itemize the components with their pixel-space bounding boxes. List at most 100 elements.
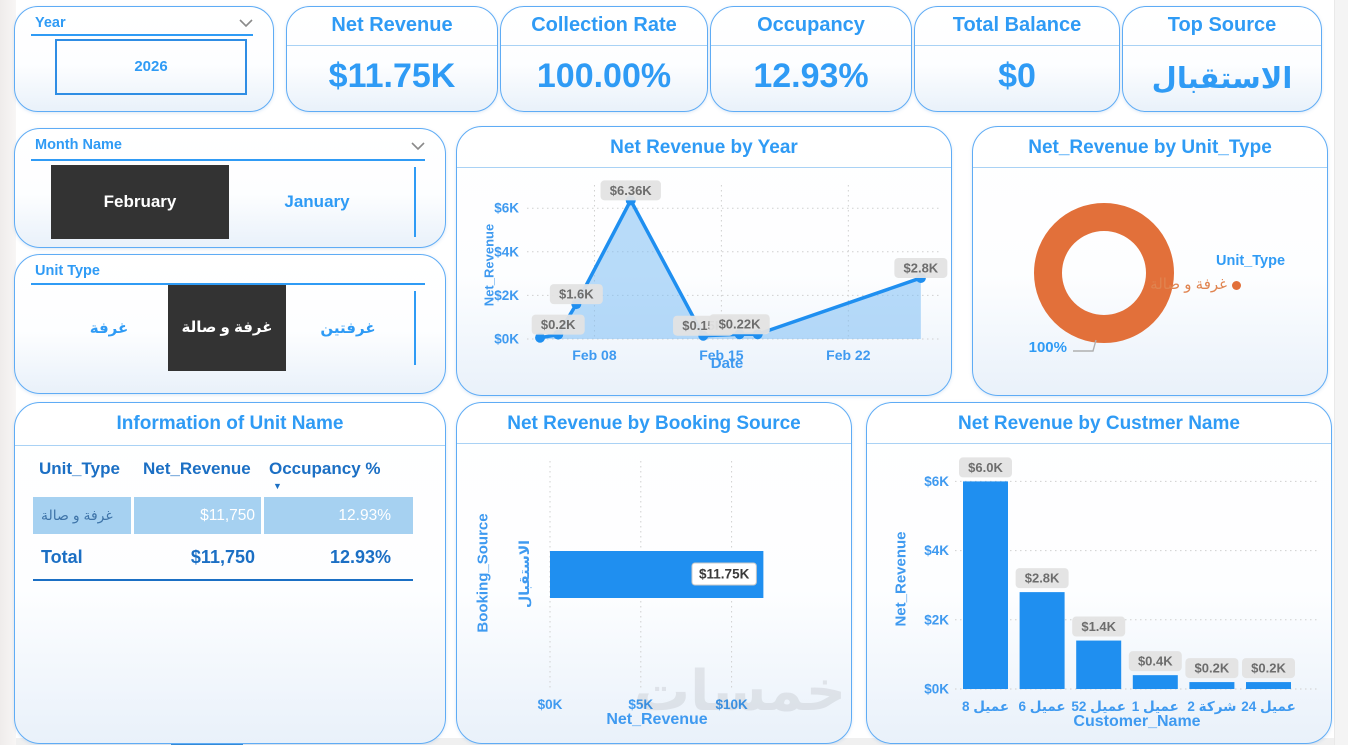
column-header-net-revenue[interactable]: Net_Revenue [143, 459, 251, 478]
table-total-row: Total $11,750 12.93% [33, 541, 413, 573]
area-fill [540, 200, 921, 339]
callout-line [1073, 339, 1097, 352]
data-label-text: $6.0K [968, 460, 1003, 475]
vertical-scrollbar[interactable] [1334, 0, 1348, 745]
unit-type-option-3[interactable]: غرفتين [320, 320, 376, 337]
kpi-value: الاستقبال [1151, 63, 1293, 95]
bar[interactable] [963, 481, 1008, 689]
divider [973, 167, 1327, 168]
x-axis-title: Customer_Name [1073, 713, 1201, 730]
column-header-occupancy[interactable]: Occupancy % [269, 459, 381, 478]
bar[interactable] [1246, 682, 1291, 689]
axis-tick-label: $0K [494, 332, 519, 347]
legend-dot-icon [1232, 280, 1241, 290]
axis-tick-label: $6K [924, 474, 949, 489]
divider [457, 167, 951, 168]
divider [1123, 45, 1321, 46]
data-label [709, 314, 770, 335]
hbar-chart-plot[interactable]: $0K $5K $10K الاستقبال $11.75K [457, 403, 851, 743]
table-title: Information of Unit Name [116, 413, 344, 434]
chevron-down-icon[interactable] [411, 142, 425, 151]
category-label: شركة 2 [1187, 699, 1236, 714]
kpi-value: $0 [998, 57, 1036, 95]
chart-title: Net_Revenue by Unit_Type [1028, 137, 1272, 158]
data-label [600, 180, 661, 201]
net-revenue-by-year-chart: Net Revenue by Year $0K $2K $4K $6K Feb 08 Fe… [456, 126, 952, 396]
column-separator [261, 497, 264, 534]
line-series [1073, 339, 1097, 352]
legend-title: Unit_Type [1216, 253, 1286, 269]
bar[interactable] [1132, 675, 1178, 689]
category-label: عميل 52 [1071, 699, 1126, 714]
year-value-option[interactable]: 2026 [55, 39, 247, 95]
x-axis-title: Net_Revenue [606, 711, 708, 728]
data-label-text: $0.22K [719, 317, 762, 332]
donut-slice[interactable] [1034, 203, 1174, 343]
sort-descending-icon[interactable]: ▼ [273, 481, 282, 491]
kpi-title: Collection Rate [531, 14, 677, 36]
slicer-scrollbar[interactable] [414, 167, 416, 237]
bar[interactable] [1019, 592, 1065, 689]
table-row[interactable]: غرفة و صالة $11,750 12.93% [33, 497, 413, 534]
kpi-value: 100.00% [536, 57, 672, 95]
chart-title: Net Revenue by Booking Source [507, 413, 801, 434]
data-label-text: $0.4K [1138, 654, 1173, 669]
legend-item[interactable]: غرفة و صالة [1093, 275, 1241, 293]
unit-type-option-2[interactable]: غرفة و صالة [168, 285, 286, 371]
donut-data-label: 100% [1028, 339, 1067, 356]
divider [915, 45, 1119, 46]
net-revenue-by-unit-type-chart: Net_Revenue by Unit_Type 100% Unit_Type … [972, 126, 1328, 396]
total-net-revenue: $11,750 [190, 547, 255, 567]
data-label [531, 314, 585, 335]
data-label [894, 257, 948, 278]
year-slicer: Year 2026 [14, 6, 274, 112]
data-label [1015, 568, 1069, 589]
axis-tick-label: $2K [924, 612, 949, 627]
axis-tick-label: $2K [494, 288, 519, 303]
cell-unit-type: غرفة و صالة [41, 507, 113, 523]
bar-chart-plot[interactable]: $0K $2K $4K $6K $6.0K عميل 8 $2.8K عميل 6 $1.4K ع… [867, 403, 1331, 743]
unit-type-slicer-label: Unit Type [35, 263, 100, 279]
y-axis-title: Booking_Source [474, 513, 492, 633]
page-margin [0, 0, 16, 745]
kpi-title: Top Source [1167, 14, 1277, 36]
data-label-text: $2.8K [1025, 571, 1060, 586]
chevron-down-icon[interactable] [239, 19, 253, 28]
data-label [1185, 658, 1239, 679]
axis-tick-label: Feb 15 [699, 347, 744, 363]
chart-path [411, 142, 425, 151]
divider [31, 283, 425, 285]
month-slicer: Month Name February January [14, 128, 446, 248]
data-label-text: $6.36K [610, 183, 653, 198]
kpi-card-total-balance: Total Balance $0 [914, 6, 1120, 112]
divider [457, 443, 851, 444]
data-label [1242, 658, 1295, 679]
total-label: Total [41, 547, 83, 567]
unit-type-option-1[interactable]: غرفة [89, 320, 129, 337]
data-label [1128, 651, 1182, 672]
slicer-scrollbar[interactable] [414, 291, 416, 365]
divider [287, 45, 497, 46]
month-option-february[interactable]: February [51, 165, 229, 239]
category-label: الاستقبال [516, 540, 532, 608]
axis-tick-label: $11.75K [699, 567, 750, 582]
axis-tick-label: $5K [628, 697, 653, 712]
axis-tick-label: $0K [924, 682, 949, 697]
bar[interactable] [1076, 640, 1122, 689]
divider [711, 45, 911, 46]
kpi-value: $11.75K [328, 57, 456, 95]
kpi-title: Occupancy [757, 14, 865, 36]
year-slicer-label: Year [35, 15, 66, 31]
month-option-january[interactable]: January [284, 192, 350, 211]
column-header-unit-type[interactable]: Unit_Type [39, 459, 120, 478]
cell-net-revenue: $11,750 [200, 507, 255, 524]
data-label-text: $0.2K [1251, 661, 1286, 676]
data-label-text: $0.2K [1195, 661, 1230, 676]
data-label-text: $1.6K [559, 287, 594, 302]
unit-type-slicer: Unit Type غرفة غرفة و صالة غرفتين [14, 254, 446, 394]
line-chart-plot[interactable]: $0K $2K $4K $6K Feb 08 Feb 15 Feb 22 $0.2K $1.6K… [457, 127, 951, 395]
bar[interactable] [1189, 682, 1235, 689]
axis-tick-label: $0K [538, 697, 563, 712]
data-point[interactable] [535, 332, 546, 343]
